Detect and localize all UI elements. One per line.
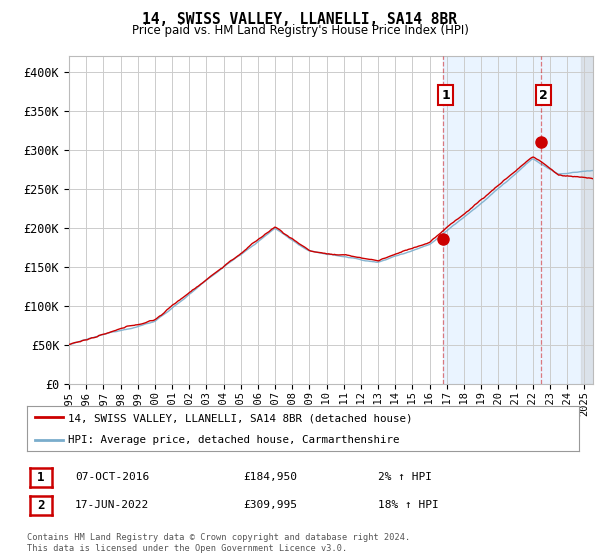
Text: 2: 2 — [539, 88, 548, 101]
Text: Price paid vs. HM Land Registry's House Price Index (HPI): Price paid vs. HM Land Registry's House … — [131, 24, 469, 37]
Text: 1: 1 — [37, 470, 44, 484]
Text: 17-JUN-2022: 17-JUN-2022 — [75, 500, 149, 510]
Text: 2: 2 — [37, 498, 44, 512]
Text: 18% ↑ HPI: 18% ↑ HPI — [378, 500, 439, 510]
Text: 14, SWISS VALLEY, LLANELLI, SA14 8BR: 14, SWISS VALLEY, LLANELLI, SA14 8BR — [143, 12, 458, 27]
Text: £184,950: £184,950 — [243, 472, 297, 482]
Text: 2% ↑ HPI: 2% ↑ HPI — [378, 472, 432, 482]
Text: Contains HM Land Registry data © Crown copyright and database right 2024.
This d: Contains HM Land Registry data © Crown c… — [27, 533, 410, 553]
Text: 1: 1 — [441, 88, 450, 101]
Text: £309,995: £309,995 — [243, 500, 297, 510]
Bar — [443, 56, 600, 384]
Text: 07-OCT-2016: 07-OCT-2016 — [75, 472, 149, 482]
Bar — [581, 56, 600, 384]
Text: 14, SWISS VALLEY, LLANELLI, SA14 8BR (detached house): 14, SWISS VALLEY, LLANELLI, SA14 8BR (de… — [68, 413, 413, 423]
Text: HPI: Average price, detached house, Carmarthenshire: HPI: Average price, detached house, Carm… — [68, 435, 400, 445]
